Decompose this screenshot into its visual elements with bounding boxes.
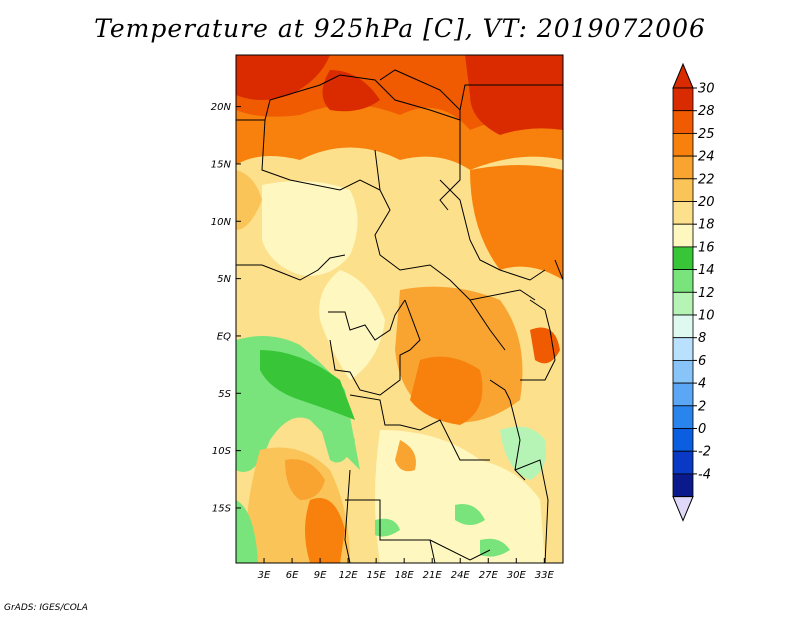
colorbar-tick-label: -2 [698, 445, 711, 460]
lat-tick-label: 5N [217, 274, 231, 285]
colorbar-top-cap [672, 62, 694, 89]
lon-tick-label: 30E [507, 570, 527, 581]
lat-tick-label: 10N [211, 217, 232, 228]
colorbar-swatch [672, 473, 694, 497]
colorbar-tick-label: 8 [698, 331, 706, 346]
colorbar-swatch [672, 155, 694, 180]
lon-tick-label: 15E [367, 570, 387, 581]
colorbar-tick-label: 14 [698, 263, 715, 278]
lat-tick-label: 5S [218, 389, 231, 400]
colorbar-tick-label: 28 [698, 104, 715, 119]
colorbar-swatch [672, 132, 694, 157]
colorbar-tick-label: 4 [698, 377, 706, 392]
colorbar-tick-label: 22 [698, 172, 715, 187]
colorbar-swatch [672, 223, 694, 248]
latitude-axis: 20N 15N 10N 5N EQ 5S 10S 15S [211, 102, 241, 514]
colorbar-tick-label: 20 [698, 195, 715, 210]
colorbar-swatch [672, 87, 694, 112]
colorbar-tick-label: 18 [698, 218, 715, 233]
map-frame [235, 54, 564, 564]
colorbar-tick-label: 30 [698, 82, 715, 97]
colorbar-swatch [672, 314, 694, 339]
lon-tick-label: 24E [451, 570, 471, 581]
colorbar-swatch [672, 269, 694, 293]
lat-tick-label: EQ [217, 331, 231, 342]
map-title: Temperature at 925hPa [C], VT: 201907200… [94, 14, 706, 43]
colorbar-tick-label: 6 [698, 354, 706, 369]
lon-tick-label: 9E [314, 570, 327, 581]
lon-tick-label: 6E [286, 570, 299, 581]
grads-credit: GrADS: IGES/COLA [4, 603, 88, 613]
colorbar-swatch [672, 110, 694, 134]
colorbar-swatch [672, 291, 694, 316]
lat-tick-label: 15N [211, 159, 232, 170]
colorbar-swatch [672, 178, 694, 202]
lat-tick-label: 15S [212, 503, 232, 514]
lon-tick-label: 27E [479, 570, 499, 581]
colorbar-swatch [672, 405, 694, 429]
colorbar-tick-label: 0 [698, 422, 706, 437]
country-borders [236, 69, 564, 564]
colorbar-swatch [672, 450, 694, 475]
colorbar-swatch [672, 359, 694, 384]
colorbar-tick-label: 12 [698, 286, 715, 301]
colorbar-swatch [672, 337, 694, 361]
colorbar-swatch [672, 382, 694, 407]
lat-tick-label: 20N [211, 102, 232, 113]
colorbar-swatch [672, 428, 694, 452]
colorbar-tick-label: 16 [698, 240, 715, 255]
colorbar-tick-label: 25 [698, 127, 715, 142]
colorbar-tick-label: -4 [698, 467, 711, 482]
lon-tick-label: 21E [423, 570, 443, 581]
colorbar-tick-label: 24 [698, 150, 715, 165]
longitude-axis: 3E 6E 9E 12E 15E 18E 21E 24E 27E 30E 33E [258, 558, 555, 581]
colorbar-bottom-cap [672, 496, 694, 522]
lon-tick-label: 12E [339, 570, 359, 581]
lon-tick-label: 18E [395, 570, 415, 581]
lon-tick-label: 33E [535, 570, 555, 581]
lat-tick-label: 10S [212, 446, 232, 457]
colorbar-swatch [672, 246, 694, 270]
lon-tick-label: 3E [258, 570, 271, 581]
colorbar-swatch [672, 201, 694, 225]
colorbar-tick-label: 2 [698, 399, 706, 414]
colorbar-tick-label: 10 [698, 309, 715, 324]
